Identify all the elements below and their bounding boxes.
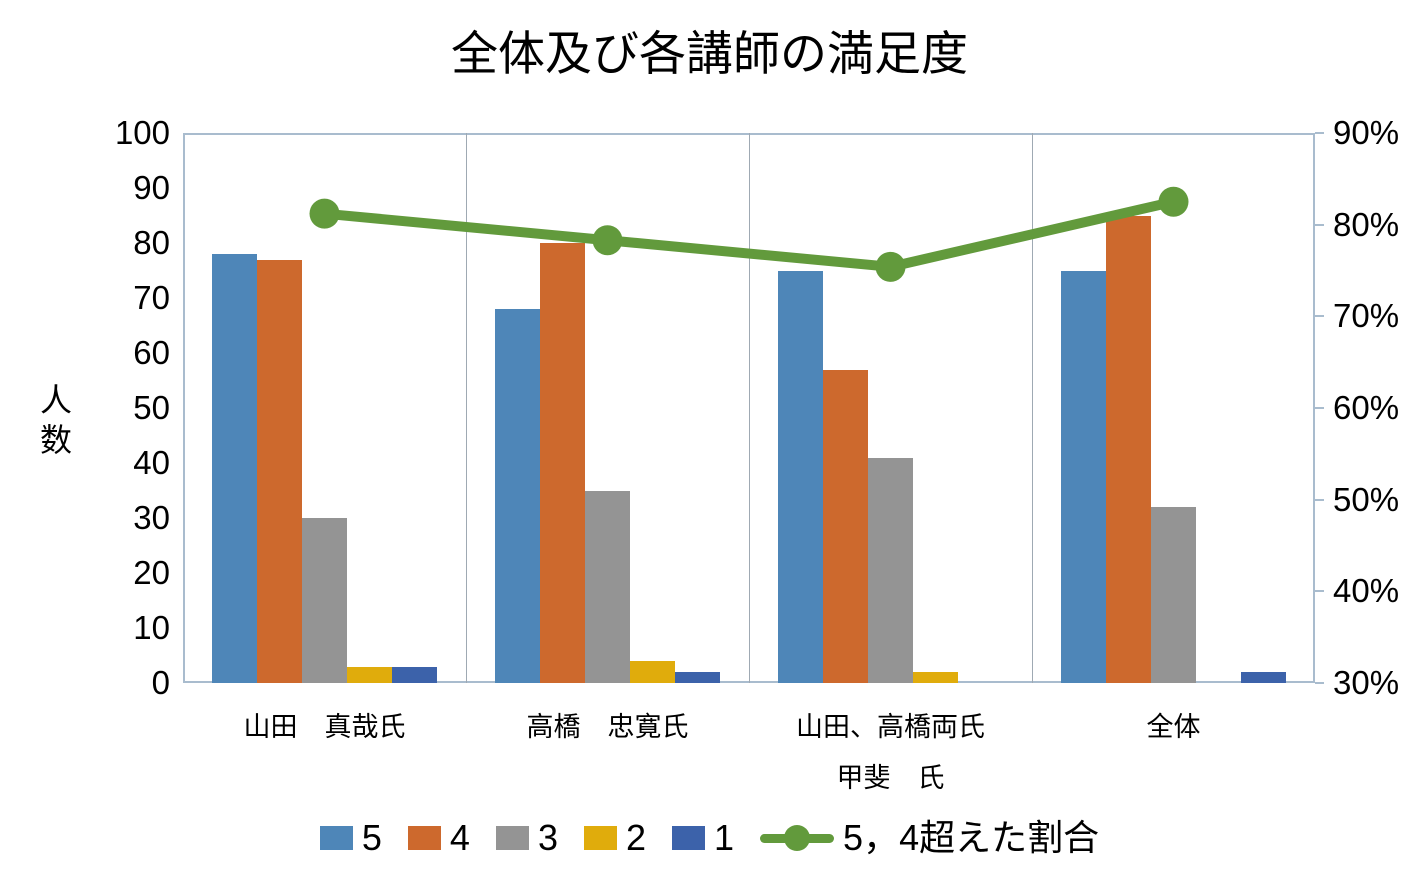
- right-axis-tick-mark: [1315, 132, 1324, 134]
- legend-line-marker-icon: [760, 823, 835, 853]
- bar-series3-group4: [1151, 507, 1196, 683]
- right-axis-tick-mark: [1315, 682, 1324, 684]
- legend: 5 4 3 2 1 5，4超えた割合: [0, 818, 1419, 858]
- x-axis-category-label: 山田 真哉氏: [243, 712, 406, 742]
- right-axis-tick-mark: [1315, 590, 1324, 593]
- left-axis-title: 人数: [39, 382, 72, 458]
- bar-series1-group4: [1241, 672, 1286, 683]
- bar-series5-group3: [778, 270, 823, 683]
- bar-series4-group1: [257, 259, 302, 683]
- bar-series3-group3: [868, 457, 913, 683]
- legend-label: 2: [625, 817, 647, 858]
- right-axis-tick-mark: [1315, 315, 1324, 318]
- legend-swatch: [319, 825, 353, 850]
- left-axis-tick-label: 70: [133, 279, 170, 316]
- right-axis-tick-label: 40%: [1333, 572, 1400, 610]
- bar-series4-group3: [823, 369, 868, 683]
- bar-series4-group4: [1106, 215, 1151, 683]
- left-axis-tick-label: 20: [133, 554, 170, 591]
- left-axis-tick-label: 0: [151, 664, 170, 701]
- category-separator: [1032, 133, 1033, 683]
- legend-item-4: 4: [407, 817, 470, 858]
- bar-series5-group1: [212, 254, 257, 683]
- bar-series1-group1: [392, 666, 437, 683]
- bar-series5-group4: [1061, 270, 1106, 683]
- legend-swatch: [407, 825, 441, 850]
- left-axis-tick-label: 30: [133, 499, 170, 536]
- legend-swatch: [583, 825, 617, 850]
- category-separator: [749, 133, 750, 683]
- legend-swatch: [672, 825, 706, 850]
- left-axis-tick-label: 40: [133, 444, 170, 481]
- right-axis-tick-label: 90%: [1333, 114, 1400, 151]
- right-axis-tick-label: 60%: [1333, 389, 1400, 426]
- right-axis-tick-mark: [1315, 498, 1324, 501]
- x-axis-category-label: 山田、高橋両氏: [796, 712, 985, 742]
- chart-title: 全体及び各講師の満足度: [451, 27, 968, 80]
- right-axis-tick-label: 30%: [1333, 664, 1400, 701]
- legend-item-1: 1: [672, 818, 734, 858]
- category-separator: [466, 133, 467, 683]
- bar-series2-group1: [347, 666, 392, 683]
- bar-series1-group2: [675, 672, 720, 683]
- left-axis-tick-label: 60: [133, 334, 170, 371]
- bar-series3-group1: [302, 518, 347, 683]
- bar-series2-group2: [630, 661, 675, 683]
- bar-series5-group2: [495, 309, 540, 683]
- left-axis-tick-label: 90: [133, 169, 170, 206]
- right-axis-tick-label: 50%: [1333, 480, 1400, 518]
- left-axis-tick-label: 10: [133, 609, 170, 646]
- left-axis-tick-label: 100: [114, 114, 170, 151]
- x-axis-category-sublabel: 甲斐 氏: [836, 763, 945, 793]
- legend-item-trend: 5，4超えた割合: [760, 818, 1099, 858]
- bar-series2-group3: [913, 672, 958, 683]
- legend-label: 4: [449, 817, 470, 858]
- legend-item-2: 2: [583, 817, 647, 858]
- right-axis-tick-label: 80%: [1333, 205, 1400, 243]
- legend-item-3: 3: [495, 817, 558, 858]
- x-axis-category-label: 高橋 忠寛氏: [526, 712, 689, 742]
- legend-label: 5，4超えた割合: [843, 817, 1100, 858]
- bar-series3-group2: [585, 490, 630, 683]
- legend-line-dot: [784, 824, 811, 851]
- right-axis-tick-mark: [1315, 407, 1324, 409]
- legend-label: 3: [537, 817, 558, 858]
- legend-swatch: [495, 825, 529, 850]
- legend-label: 1: [714, 817, 735, 858]
- x-axis-category-label: 全体: [1146, 712, 1201, 742]
- left-axis-tick-label: 50: [133, 389, 170, 426]
- right-axis-tick-mark: [1315, 223, 1324, 226]
- legend-item-5: 5: [319, 817, 382, 858]
- left-axis-tick-label: 80: [133, 224, 170, 261]
- bar-series4-group2: [540, 243, 585, 683]
- legend-label: 5: [361, 817, 382, 858]
- right-axis-tick-label: 70%: [1333, 297, 1400, 335]
